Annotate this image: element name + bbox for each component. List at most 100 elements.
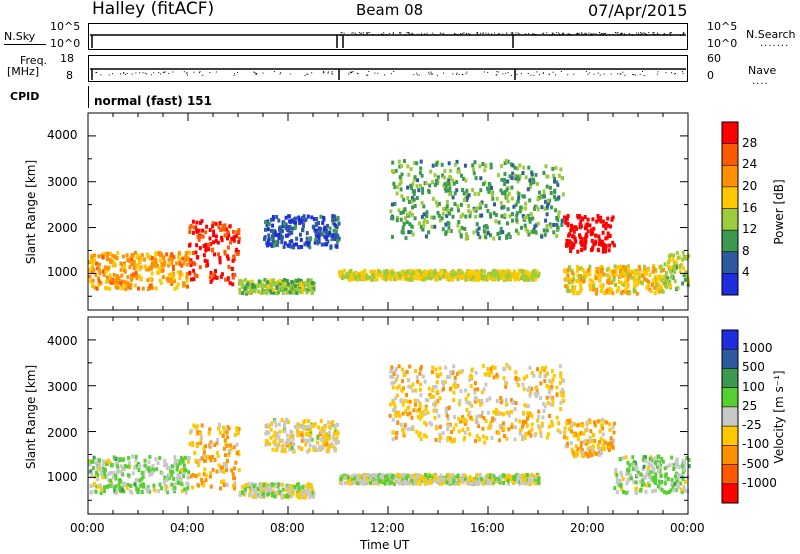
range-cell (109, 252, 113, 256)
nsearch-dot (358, 32, 360, 34)
range-cell (624, 280, 628, 285)
range-cell (461, 188, 465, 192)
range-cell (579, 445, 583, 449)
range-cell (340, 276, 344, 281)
range-cell (400, 422, 404, 427)
range-cell (290, 218, 294, 223)
range-cell (669, 488, 673, 493)
range-cell (468, 401, 472, 406)
range-cell (470, 375, 474, 379)
nsearch-dot (539, 34, 541, 36)
range-cell (191, 441, 195, 446)
range-cell (103, 265, 107, 270)
nsky-strip (88, 23, 688, 50)
nsearch-dot (343, 32, 345, 34)
range-cell (88, 274, 92, 279)
range-cell (424, 407, 428, 411)
range-cell (129, 286, 133, 290)
range-cell (659, 474, 663, 479)
range-cell (327, 433, 331, 437)
range-cell (624, 290, 628, 295)
range-cell (154, 457, 158, 462)
range-cell (422, 220, 426, 225)
range-cell (681, 250, 685, 255)
range-cell (512, 271, 516, 276)
range-cell (130, 490, 134, 495)
nave-dot (331, 72, 333, 74)
range-cell (443, 181, 447, 186)
range-cell (533, 224, 537, 229)
range-cell (369, 269, 373, 274)
range-cell (608, 290, 611, 295)
range-cell (274, 281, 278, 286)
range-cell (486, 367, 490, 372)
nave-dot (634, 74, 636, 76)
range-cell (232, 445, 236, 450)
range-cell (250, 486, 254, 491)
range-cell (171, 470, 175, 474)
nsearch-dot (479, 32, 481, 34)
nsearch-dot (456, 34, 458, 36)
range-cell (288, 290, 292, 295)
range-cell (307, 285, 310, 289)
range-cell (666, 279, 670, 284)
range-cell (163, 458, 167, 463)
range-cell (325, 228, 329, 233)
range-cell (486, 473, 490, 478)
range-cell (460, 478, 464, 482)
range-cell (410, 196, 414, 201)
range-cell (497, 274, 500, 279)
range-cell (584, 223, 588, 228)
nave-tick-bottom: 0 (707, 69, 714, 82)
range-cell (683, 463, 687, 467)
range-cell (431, 180, 435, 185)
range-cell (101, 255, 105, 259)
range-cell (439, 276, 443, 281)
range-cell (565, 243, 568, 248)
range-cell (533, 478, 537, 483)
range-cell (304, 431, 308, 436)
range-cell (501, 421, 505, 426)
range-cell (165, 252, 169, 257)
range-cell (257, 289, 261, 294)
range-cell (676, 285, 680, 290)
nave-dot (153, 72, 155, 74)
range-cell (219, 274, 223, 279)
range-cell (281, 224, 285, 229)
range-cell (491, 274, 495, 279)
range-cell (173, 462, 177, 467)
nsearch-dot (670, 32, 672, 34)
range-cell (602, 291, 606, 296)
range-cell (224, 468, 228, 473)
range-cell (530, 386, 533, 391)
range-cell (97, 464, 101, 469)
nsearch-dot (494, 32, 496, 34)
range-cell (611, 240, 615, 245)
range-cell (418, 401, 422, 406)
range-cell (524, 206, 528, 211)
range-cell (499, 411, 503, 416)
range-cell (662, 281, 666, 286)
range-cell (95, 471, 98, 475)
range-cell (586, 229, 590, 234)
range-cell (231, 483, 235, 488)
range-cell (517, 195, 521, 200)
range-cell (365, 480, 369, 485)
range-cell (551, 377, 555, 382)
range-cell (475, 414, 479, 419)
range-cell (466, 269, 470, 274)
range-cell (161, 275, 165, 279)
nave-dot (352, 71, 354, 73)
range-cell (572, 277, 575, 282)
range-cell (307, 487, 310, 492)
range-cell (452, 274, 456, 279)
range-cell (529, 211, 533, 216)
range-cell (598, 238, 602, 243)
range-cell (97, 276, 101, 281)
range-cell (278, 438, 282, 443)
range-cell (453, 191, 457, 196)
range-cell (591, 447, 595, 452)
range-cell (191, 230, 195, 235)
range-cell (346, 479, 350, 484)
range-cell (232, 236, 236, 241)
